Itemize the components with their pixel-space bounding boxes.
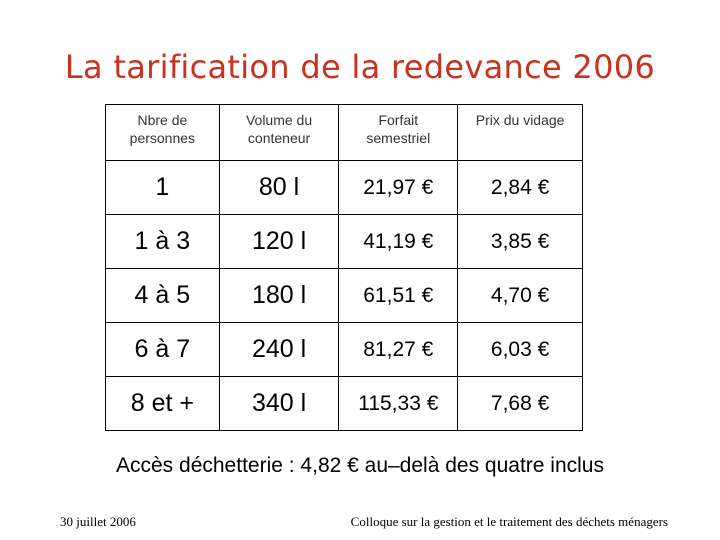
header-volume-line2: conteneur (247, 130, 311, 146)
cell-volume: 80 l (218, 160, 340, 215)
table-row: 4 à 5 180 l 61,51 € 4,70 € (105, 268, 583, 323)
tariff-table: Nbre de personnes Volume du conteneur Fo… (105, 104, 583, 431)
cell-forfait: 115,33 € (338, 376, 459, 431)
cell-persons: 1 (105, 160, 220, 215)
cell-prix-vidage: 7,68 € (457, 376, 583, 431)
cell-volume: 180 l (218, 268, 340, 323)
cell-persons: 1 à 3 (105, 214, 220, 269)
header-forfait-line2: semestriel (366, 130, 431, 146)
footer-date: 30 juillet 2006 (60, 514, 136, 529)
cell-forfait: 41,19 € (338, 214, 459, 269)
cell-prix-vidage: 6,03 € (457, 322, 583, 377)
cell-persons: 4 à 5 (105, 268, 220, 323)
cell-persons: 8 et + (105, 376, 220, 431)
header-persons-line2: personnes (129, 130, 196, 146)
cell-prix-vidage: 4,70 € (457, 268, 583, 323)
header-prix-vidage: Prix du vidage (457, 104, 583, 161)
table-header-row: Nbre de personnes Volume du conteneur Fo… (105, 104, 583, 161)
cell-prix-vidage: 3,85 € (457, 214, 583, 269)
cell-prix-vidage: 2,84 € (457, 160, 583, 215)
cell-volume: 240 l (218, 322, 340, 377)
header-persons-line1: Nbre de (137, 112, 188, 128)
cell-volume: 120 l (218, 214, 340, 269)
table-row: 1 à 3 120 l 41,19 € 3,85 € (105, 214, 583, 269)
table-row: 6 à 7 240 l 81,27 € 6,03 € (105, 322, 583, 377)
header-persons: Nbre de personnes (105, 104, 220, 161)
header-volume: Volume du conteneur (218, 104, 340, 161)
cell-forfait: 21,97 € (338, 160, 459, 215)
footer-conference: Colloque sur la gestion et le traitement… (350, 514, 668, 529)
cell-persons: 6 à 7 (105, 322, 220, 377)
header-forfait: Forfait semestriel (338, 104, 459, 161)
header-prix-vidage-label: Prix du vidage (475, 112, 565, 128)
cell-forfait: 61,51 € (338, 268, 459, 323)
table-row: 1 80 l 21,97 € 2,84 € (105, 160, 583, 215)
dechetterie-note: Accès déchetterie : 4,82 € au–delà des q… (116, 454, 604, 477)
table-row: 8 et + 340 l 115,33 € 7,68 € (105, 376, 583, 431)
cell-volume: 340 l (218, 376, 340, 431)
header-forfait-line1: Forfait (378, 112, 419, 128)
header-volume-line1: Volume du (245, 112, 313, 128)
cell-forfait: 81,27 € (338, 322, 459, 377)
slide-title: La tarification de la redevance 2006 (64, 48, 656, 86)
